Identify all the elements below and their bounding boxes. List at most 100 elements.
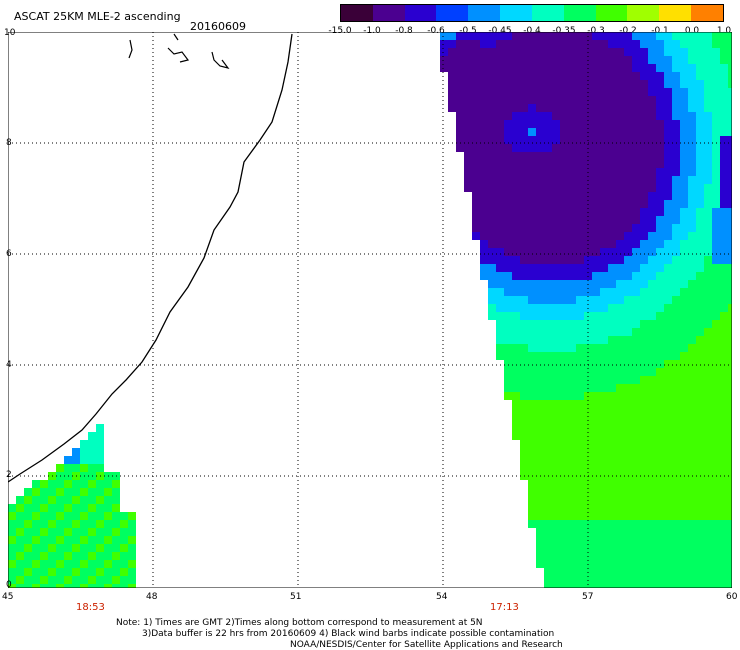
swath-cell — [680, 528, 688, 536]
swath-cell — [664, 400, 672, 408]
swath-cell — [712, 328, 720, 336]
swath-cell — [680, 440, 688, 448]
swath-cell — [544, 168, 552, 176]
swath-cell — [624, 88, 632, 96]
swath-cell — [544, 112, 552, 120]
swath-cell — [520, 248, 528, 256]
swath-cell — [104, 520, 112, 528]
swath-cell — [64, 480, 72, 488]
swath-cell — [600, 136, 608, 144]
swath-cell — [624, 80, 632, 88]
swath-cell — [696, 528, 704, 536]
swath-cell — [720, 520, 728, 528]
swath-cell — [680, 376, 688, 384]
swath-cell — [656, 384, 664, 392]
swath-cell — [664, 48, 672, 56]
swath-cell — [104, 568, 112, 576]
swath-cell — [656, 320, 664, 328]
swath-cell — [608, 264, 616, 272]
swath-cell — [688, 488, 696, 496]
swath-cell — [80, 504, 88, 512]
swath-cell — [544, 208, 552, 216]
swath-cell — [696, 568, 704, 576]
swath-cell — [616, 80, 624, 88]
swath-cell — [512, 136, 520, 144]
swath-cell — [32, 544, 40, 552]
swath-cell — [472, 72, 480, 80]
swath-cell — [72, 448, 80, 456]
swath-cell — [672, 184, 680, 192]
swath-cell — [560, 80, 568, 88]
swath-cell — [624, 424, 632, 432]
swath-cell — [568, 312, 576, 320]
swath-cell — [536, 264, 544, 272]
swath-cell — [600, 128, 608, 136]
color-scale-swatch — [372, 5, 405, 21]
swath-cell — [48, 536, 56, 544]
swath-cell — [664, 496, 672, 504]
swath-cell — [656, 168, 664, 176]
swath-cell — [624, 64, 632, 72]
swath-cell — [720, 168, 728, 176]
swath-cell — [528, 176, 536, 184]
swath-cell — [688, 208, 696, 216]
swath-cell — [632, 488, 640, 496]
swath-cell — [40, 552, 48, 560]
swath-cell — [728, 352, 732, 360]
swath-cell — [648, 440, 656, 448]
swath-cell — [552, 160, 560, 168]
swath-cell — [536, 504, 544, 512]
swath-cell — [552, 384, 560, 392]
swath-cell — [624, 432, 632, 440]
swath-cell — [616, 512, 624, 520]
swath-cell — [472, 104, 480, 112]
swath-cell — [568, 368, 576, 376]
swath-cell — [488, 88, 496, 96]
swath-cell — [576, 552, 584, 560]
swath-cell — [688, 56, 696, 64]
swath-cell — [712, 384, 720, 392]
swath-cell — [536, 512, 544, 520]
note-line-2: 3)Data buffer is 22 hrs from 20160609 4)… — [142, 629, 555, 639]
swath-cell — [664, 488, 672, 496]
swath-cell — [640, 56, 648, 64]
swath-cell — [592, 88, 600, 96]
swath-cell — [704, 280, 712, 288]
swath-cell — [680, 216, 688, 224]
swath-cell — [640, 560, 648, 568]
x-tick-54: 54 — [436, 592, 448, 602]
swath-cell — [680, 312, 688, 320]
swath-cell — [528, 344, 536, 352]
swath-cell — [568, 424, 576, 432]
swath-cell — [544, 352, 552, 360]
swath-cell — [96, 448, 104, 456]
swath-cell — [96, 512, 104, 520]
swath-cell — [680, 400, 688, 408]
swath-cell — [680, 192, 688, 200]
swath-cell — [512, 184, 520, 192]
swath-cell — [560, 216, 568, 224]
swath-cell — [600, 568, 608, 576]
swath-cell — [112, 560, 120, 568]
swath-cell — [72, 488, 80, 496]
swath-cell — [88, 512, 96, 520]
swath-cell — [632, 272, 640, 280]
swath-cell — [688, 112, 696, 120]
color-scale-label: 1.0 — [716, 26, 732, 36]
swath-cell — [600, 504, 608, 512]
swath-cell — [480, 248, 488, 256]
swath-cell — [520, 72, 528, 80]
swath-cell — [536, 256, 544, 264]
swath-cell — [616, 192, 624, 200]
swath-cell — [544, 272, 552, 280]
swath-cell — [640, 112, 648, 120]
swath-cell — [568, 328, 576, 336]
swath-cell — [8, 544, 16, 552]
swath-cell — [544, 544, 552, 552]
color-scale-label: -15.0 — [328, 26, 352, 36]
swath-cell — [504, 224, 512, 232]
swath-cell — [600, 208, 608, 216]
swath-cell — [728, 88, 732, 96]
swath-cell — [616, 136, 624, 144]
swath-cell — [544, 368, 552, 376]
